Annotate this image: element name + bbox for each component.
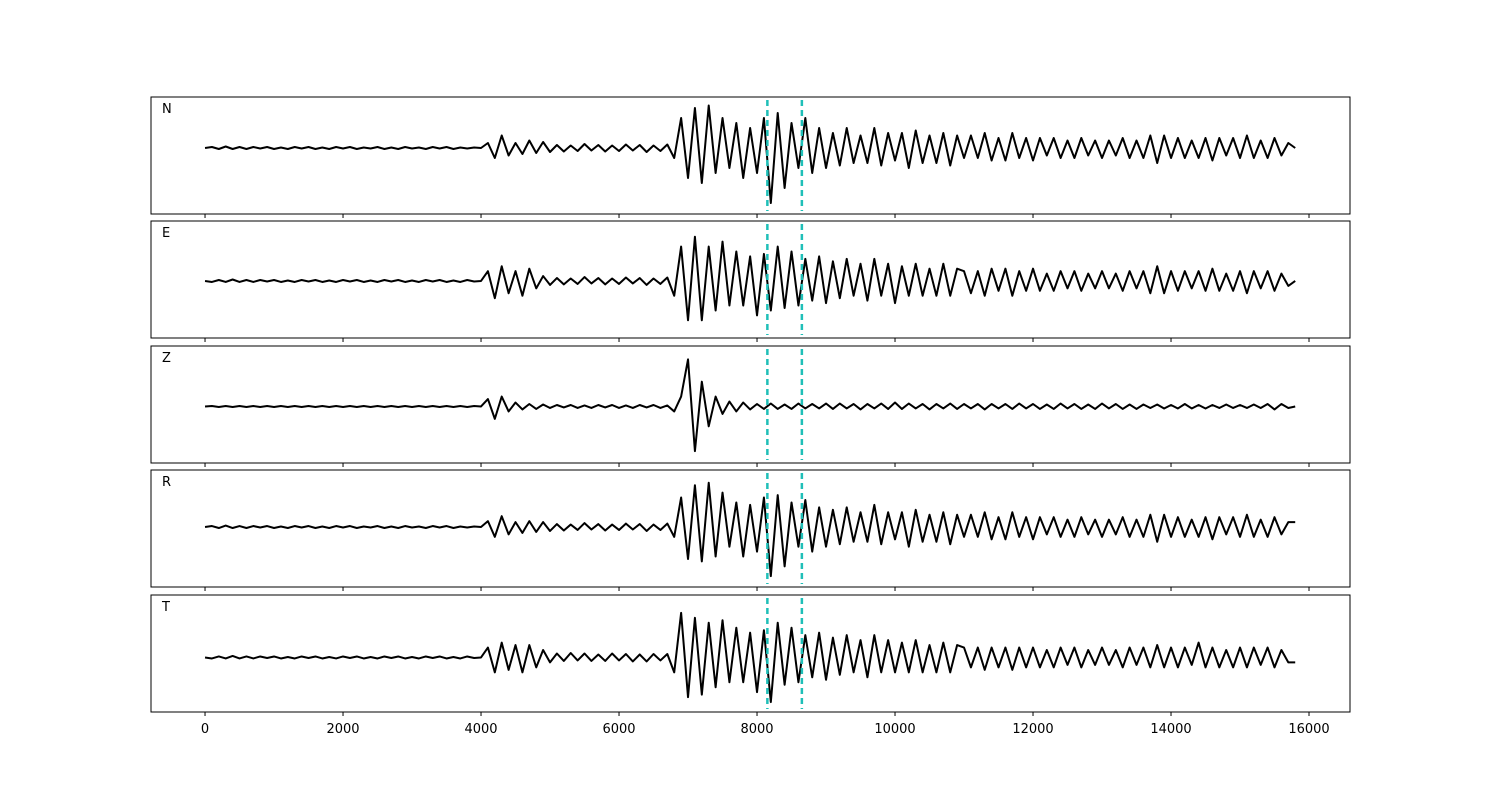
panel-frame <box>150 96 1351 215</box>
panel-frame <box>150 469 1351 588</box>
panel-label: Z <box>162 351 171 366</box>
trace <box>204 481 1296 578</box>
trace <box>204 235 1296 322</box>
panel-frame <box>150 345 1351 464</box>
x-tick-label: 2000 <box>326 722 359 737</box>
trace <box>204 358 1296 453</box>
panel-label: T <box>161 600 170 615</box>
panel-label: E <box>162 226 170 241</box>
x-tick-label: 10000 <box>874 722 915 737</box>
x-tick-label: 14000 <box>1150 722 1191 737</box>
panel-frame <box>150 220 1351 339</box>
x-tick-label: 6000 <box>602 722 635 737</box>
panel-label: R <box>162 475 171 490</box>
x-tick-label: 4000 <box>464 722 497 737</box>
trace <box>204 611 1296 704</box>
x-tick-label: 16000 <box>1288 722 1329 737</box>
x-tick-label: 8000 <box>740 722 773 737</box>
trace <box>204 104 1296 204</box>
x-tick-label: 12000 <box>1012 722 1053 737</box>
x-tick-label: 0 <box>201 722 209 737</box>
panel-frame <box>150 594 1351 713</box>
panel-label: N <box>162 102 172 117</box>
